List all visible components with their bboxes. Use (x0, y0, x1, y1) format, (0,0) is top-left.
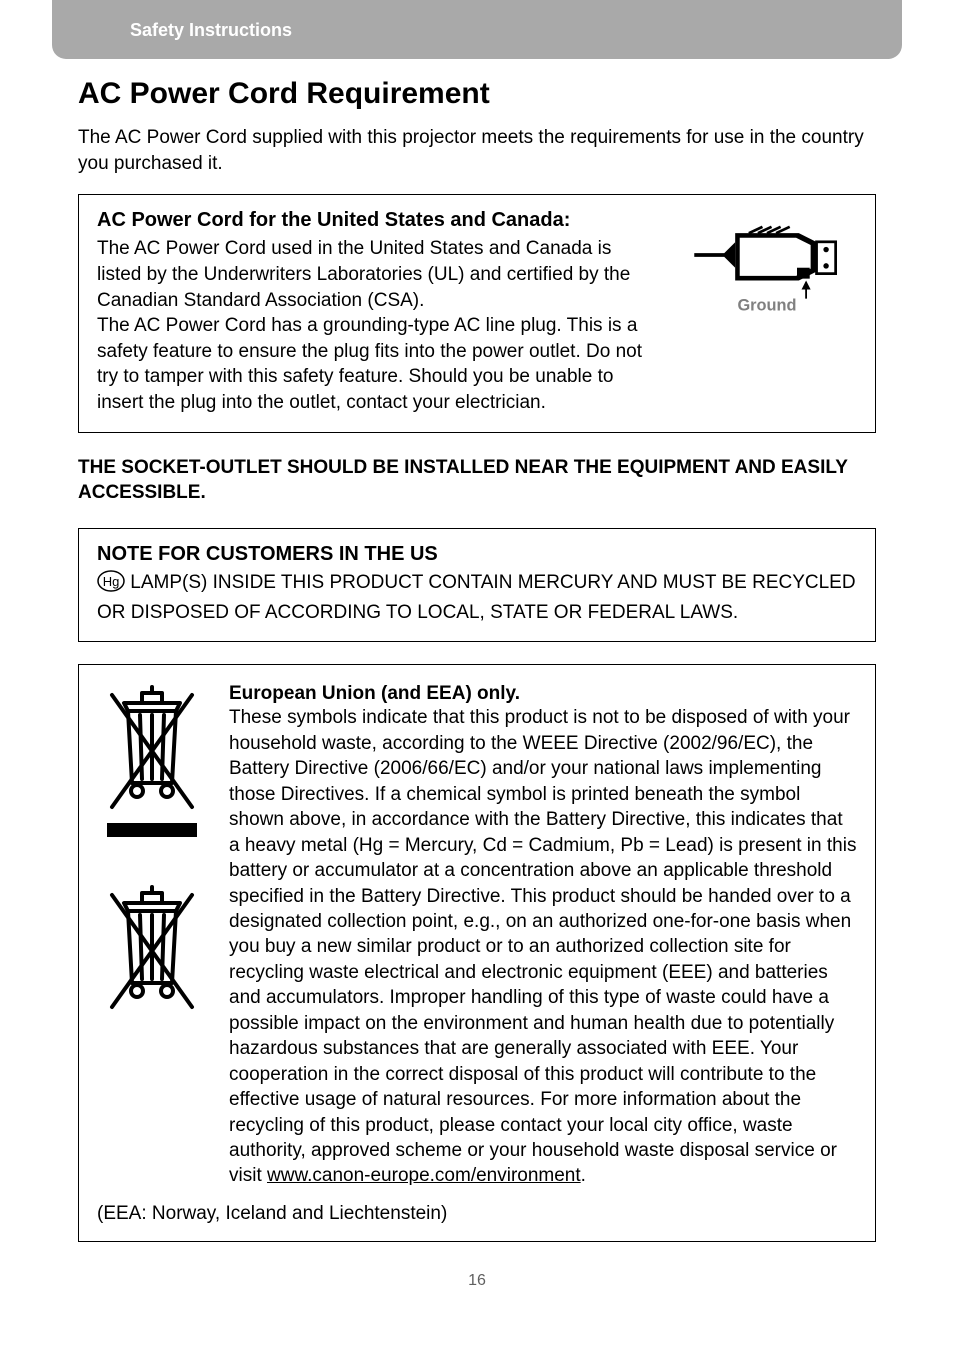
plug-figure: Ground (677, 209, 857, 415)
content-area: AC Power Cord Requirement The AC Power C… (0, 59, 954, 1290)
us-canada-box: AC Power Cord for the United States and … (78, 194, 876, 432)
page-title: AC Power Cord Requirement (78, 77, 876, 111)
eu-body: These symbols indicate that this product… (229, 705, 857, 1189)
socket-outlet-note: THE SOCKET-OUTLET SHOULD BE INSTALLED NE… (78, 455, 876, 506)
svg-text:Hg: Hg (103, 574, 120, 589)
eu-period: . (581, 1165, 586, 1186)
page-number: 16 (78, 1272, 876, 1290)
us-box-p2: The AC Power Cord has a grounding-type A… (97, 313, 657, 416)
eu-body-text: These symbols indicate that this product… (229, 707, 856, 1186)
header-section-title: Safety Instructions (130, 20, 292, 40)
us-box-title: AC Power Cord for the United States and … (97, 209, 657, 232)
hg-icon: Hg (97, 570, 125, 600)
weee-bar-icon (107, 823, 197, 837)
plug-row: AC Power Cord for the United States and … (97, 209, 857, 415)
eu-box: European Union (and EEA) only. These sym… (78, 664, 876, 1242)
us-customers-body: Hg LAMP(S) INSIDE THIS PRODUCT CONTAIN M… (97, 570, 857, 625)
intro-paragraph: The AC Power Cord supplied with this pro… (78, 125, 876, 176)
eu-text-col: European Union (and EEA) only. These sym… (229, 683, 857, 1189)
eu-title: European Union (and EEA) only. (229, 683, 520, 704)
us-customers-box: NOTE FOR CUSTOMERS IN THE US Hg LAMP(S) … (78, 528, 876, 642)
header-band: Safety Instructions (52, 0, 902, 59)
weee-bin-icon-2 (102, 885, 202, 1015)
us-customers-text: LAMP(S) INSIDE THIS PRODUCT CONTAIN MERC… (97, 572, 856, 623)
us-box-p1: The AC Power Cord used in the United Sta… (97, 236, 657, 313)
us-customers-title: NOTE FOR CUSTOMERS IN THE US (97, 543, 857, 566)
eu-link[interactable]: www.canon-europe.com/environment (267, 1165, 581, 1186)
plug-text-col: AC Power Cord for the United States and … (97, 209, 657, 415)
eu-icons-col (97, 683, 207, 1189)
page: Safety Instructions AC Power Cord Requir… (0, 0, 954, 1330)
weee-bin-icon (102, 685, 202, 815)
eu-row: European Union (and EEA) only. These sym… (97, 683, 857, 1189)
eea-note: (EEA: Norway, Iceland and Liechtenstein) (97, 1203, 857, 1225)
ground-label: Ground (737, 297, 796, 315)
plug-icon: Ground (682, 215, 852, 315)
